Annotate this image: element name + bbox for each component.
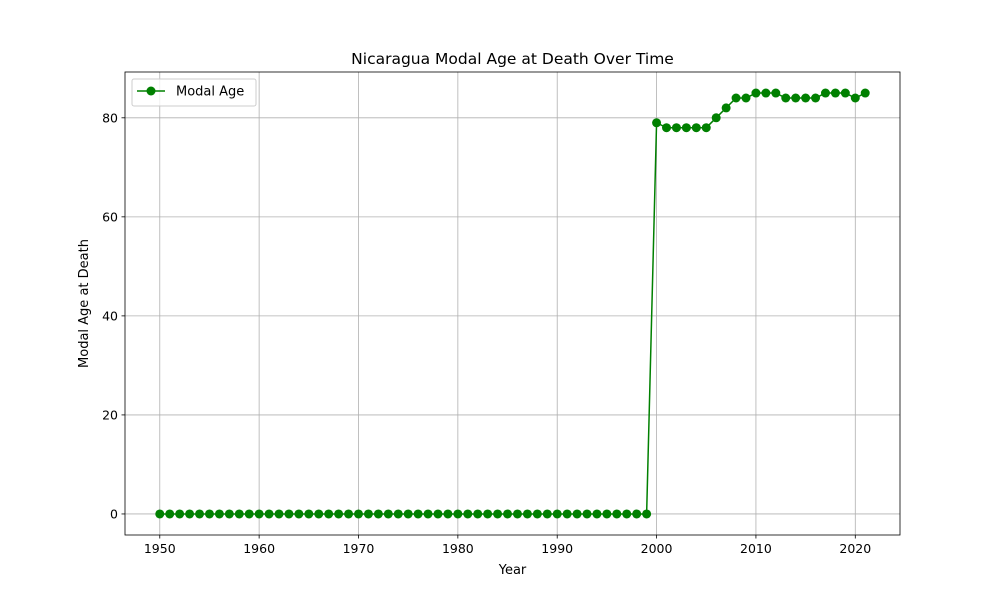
data-point [562, 509, 572, 519]
data-point [274, 509, 284, 519]
data-point [691, 123, 701, 133]
data-point [552, 509, 562, 519]
data-point [453, 509, 463, 519]
data-point [264, 509, 274, 519]
data-point [493, 509, 503, 519]
data-point [403, 509, 413, 519]
data-point [165, 509, 175, 519]
data-point [353, 509, 363, 519]
data-point [304, 509, 314, 519]
data-point [662, 123, 672, 133]
chart-title: Nicaragua Modal Age at Death Over Time [351, 50, 674, 68]
data-point [463, 509, 473, 519]
x-tick-label: 1990 [541, 541, 573, 556]
data-point [423, 509, 433, 519]
data-point [681, 123, 691, 133]
data-point [811, 93, 821, 103]
data-point [642, 509, 652, 519]
data-point [622, 509, 632, 519]
data-point [344, 509, 354, 519]
data-point [801, 93, 811, 103]
x-tick-label: 1970 [343, 541, 375, 556]
x-axis-label: Year [498, 563, 527, 578]
y-axis-label: Modal Age at Death [77, 239, 92, 368]
data-point [612, 509, 622, 519]
data-point [443, 509, 453, 519]
data-point [284, 509, 294, 519]
data-point [314, 509, 324, 519]
data-point [701, 123, 711, 133]
data-point [244, 509, 254, 519]
data-point [224, 509, 234, 519]
data-point [771, 88, 781, 98]
plot-frame [124, 71, 901, 536]
data-point [204, 509, 214, 519]
y-tick-label: 0 [110, 506, 118, 521]
data-point [671, 123, 681, 133]
data-point [840, 88, 850, 98]
data-point [741, 93, 751, 103]
axis-ticks: 1950 1960 1970 1980 1990 2000 2010 2020 0 20 40 60 8… [102, 110, 871, 556]
data-point [791, 93, 801, 103]
x-tick-label: 2010 [740, 541, 772, 556]
data-point [185, 509, 195, 519]
data-point [195, 509, 205, 519]
y-tick-label: 40 [102, 308, 118, 323]
data-point [592, 509, 602, 519]
data-point [413, 509, 423, 519]
data-point [334, 509, 344, 519]
x-tick-label: 1950 [144, 541, 176, 556]
legend-box [131, 78, 257, 107]
data-point [155, 509, 165, 519]
data-point [632, 509, 642, 519]
data-point [294, 509, 304, 519]
data-point [433, 509, 443, 519]
data-point [254, 509, 264, 519]
data-point [383, 509, 393, 519]
data-point [652, 118, 662, 128]
data-point [781, 93, 791, 103]
data-point [582, 509, 592, 519]
y-tick-label: 80 [102, 110, 118, 125]
data-point [373, 509, 383, 519]
data-point [522, 509, 532, 519]
data-point [820, 88, 830, 98]
x-tick-label: 1980 [442, 541, 474, 556]
data-point [542, 509, 552, 519]
data-point [363, 509, 373, 519]
data-point [503, 509, 513, 519]
data-point [512, 509, 522, 519]
data-point [711, 113, 721, 123]
data-point [532, 509, 542, 519]
data-point [860, 88, 870, 98]
y-tick-label: 60 [102, 209, 118, 224]
legend-marker [146, 86, 156, 96]
data-point [234, 509, 244, 519]
data-point [473, 509, 483, 519]
data-point [572, 509, 582, 519]
data-point [751, 88, 761, 98]
x-tick-label: 1960 [243, 541, 275, 556]
series-layer [155, 88, 870, 519]
data-point [721, 103, 731, 113]
data-point [483, 509, 493, 519]
legend: Modal Age [131, 78, 257, 107]
y-tick-label: 20 [102, 407, 118, 422]
x-tick-label: 2000 [641, 541, 673, 556]
data-point [830, 88, 840, 98]
x-tick-label: 2020 [839, 541, 871, 556]
data-point [393, 509, 403, 519]
data-point [324, 509, 334, 519]
data-point [761, 88, 771, 98]
data-point [850, 93, 860, 103]
legend-label-modal-age: Modal Age [176, 85, 244, 100]
data-point [602, 509, 612, 519]
data-point [175, 509, 185, 519]
data-point [731, 93, 741, 103]
data-point [214, 509, 224, 519]
